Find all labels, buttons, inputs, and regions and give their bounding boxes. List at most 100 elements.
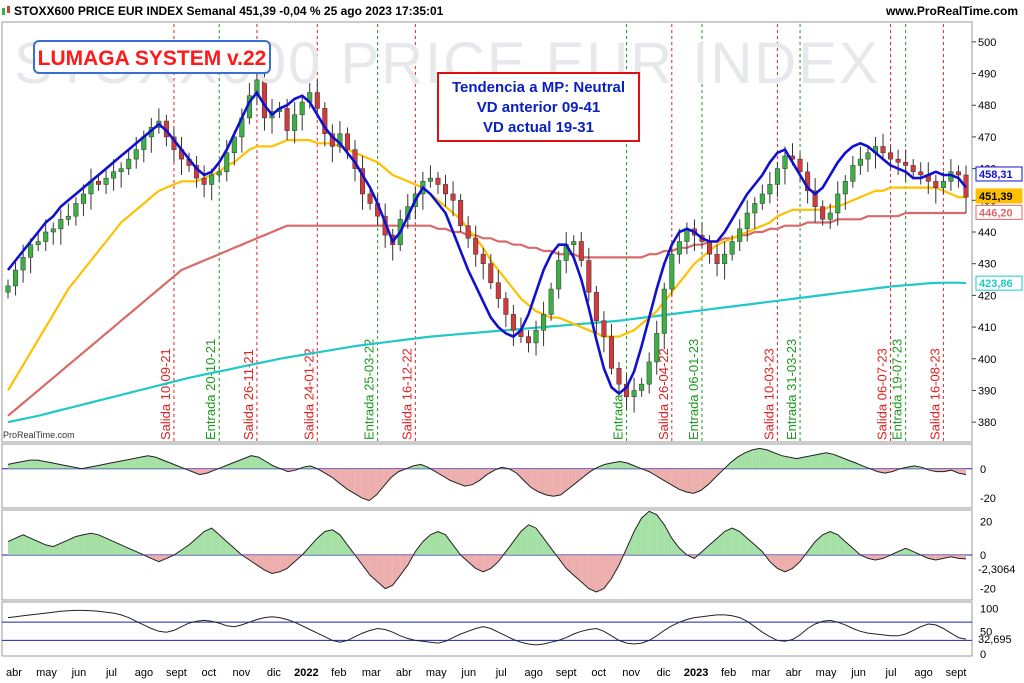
candle-body [631, 390, 637, 398]
candle-body [50, 228, 56, 233]
osc-area-segment [249, 555, 257, 566]
signal-label-exit: Salida 06-07-23 [875, 348, 890, 440]
stoch-last-value: 32,695 [978, 634, 1012, 646]
osc-area-segment [442, 468, 451, 481]
osc-area-segment [279, 555, 288, 572]
osc-area-segment [855, 462, 863, 469]
osc-area-segment [641, 511, 650, 555]
osc-area-segment [83, 533, 91, 555]
osc-area-segment [98, 534, 107, 555]
candle-body [292, 114, 298, 131]
osc-area-segment [619, 461, 628, 469]
candle-body [835, 193, 841, 214]
osc-area-segment [543, 538, 552, 555]
x-tick-label: mar [362, 667, 381, 679]
x-tick-label: abr [786, 667, 802, 679]
osc-area-segment [8, 538, 16, 555]
candle-body [103, 177, 109, 185]
candle-body [903, 162, 909, 166]
osc-area-segment [113, 541, 122, 555]
price-label: 451,39 [979, 191, 1013, 203]
signal-label-exit: Salida 10-09-21 [158, 348, 173, 440]
panel-frame-1 [1, 443, 973, 509]
candle-body [488, 263, 494, 283]
osc-area-segment [361, 468, 370, 501]
osc-area-segment [737, 452, 745, 469]
panel-frame-3 [1, 601, 973, 657]
osc-area-segment [189, 538, 197, 555]
osc-area-segment [158, 555, 167, 562]
osc-area-segment [265, 461, 274, 469]
osc-area-segment [251, 455, 259, 469]
osc-area-segment [767, 449, 775, 469]
candle-body [503, 298, 509, 315]
osc-tick-label: 0 [980, 464, 986, 476]
signal-label-exit: Salida 24-01-22 [301, 348, 316, 440]
candle-body [118, 168, 124, 173]
osc-area-segment [15, 461, 23, 469]
osc-area-segment [59, 464, 67, 469]
osc-area-segment [258, 457, 266, 469]
candle-body [201, 177, 207, 185]
y-tick-label: 400 [978, 354, 996, 366]
candle-body [65, 215, 71, 220]
y-tick-label: 430 [978, 259, 996, 271]
osc-area-segment [784, 555, 793, 572]
osc-line-1 [7, 447, 967, 502]
y-tick-label: 410 [978, 322, 996, 334]
osc-area-segment [118, 460, 126, 469]
candle-body [759, 193, 765, 204]
candle-body [80, 193, 86, 204]
candle-body [646, 361, 652, 385]
signal-label-entry: Entrada 19-07-23 [890, 339, 905, 440]
osc-area-segment [724, 528, 733, 555]
osc-area-segment [226, 541, 235, 555]
osc-area-segment [370, 555, 378, 582]
osc-area-segment [671, 538, 680, 555]
x-tick-label: ago [914, 667, 932, 679]
candle-body [593, 291, 599, 321]
osc-area-segment [611, 555, 620, 579]
osc-area-segment [732, 528, 740, 555]
x-tick-label: may [36, 667, 57, 679]
candle-body [805, 171, 811, 192]
osc-area-segment [516, 468, 524, 481]
candle-body [216, 171, 222, 176]
osc-area-segment [811, 454, 819, 469]
signal-label-exit: Salida 16-12-22 [399, 348, 414, 440]
candle-body [43, 231, 49, 242]
osc-area-segment [468, 555, 476, 569]
osc-area-segment [603, 555, 612, 589]
osc-area-segment [781, 455, 790, 469]
osc-area-segment [582, 468, 591, 478]
osc-area-segment [803, 455, 812, 469]
site-link[interactable]: www.ProRealTime.com [885, 4, 1018, 18]
ma-100-line [7, 211, 966, 417]
candle-body [820, 206, 826, 220]
osc-area-segment [538, 468, 546, 495]
osc-area-segment [884, 468, 893, 474]
osc-area-segment [376, 468, 384, 495]
osc-area-segment [759, 448, 768, 469]
osc-area-segment [68, 536, 76, 555]
osc-area-segment [739, 531, 748, 555]
osc-area-segment [792, 555, 801, 569]
osc-area-segment [181, 544, 190, 555]
candle-body [578, 241, 584, 261]
trend-line: Tendencia a MP: Neutral [451, 79, 626, 96]
osc-area-segment [309, 538, 318, 555]
candle-body [344, 133, 350, 150]
osc-area-segment [192, 468, 200, 475]
osc-area-segment [573, 555, 582, 582]
osc-area-segment [44, 461, 53, 469]
candle-body [465, 225, 471, 239]
x-tick-label: jun [850, 667, 866, 679]
candle-body [314, 92, 320, 109]
osc-tick-label: -20 [980, 584, 996, 596]
candle-body [714, 253, 720, 264]
osc-area-segment [830, 531, 838, 555]
osc-area-segment [815, 534, 823, 555]
osc-area-segment [693, 468, 701, 494]
price-label-box [975, 204, 1023, 220]
osc-area-segment [413, 464, 421, 469]
